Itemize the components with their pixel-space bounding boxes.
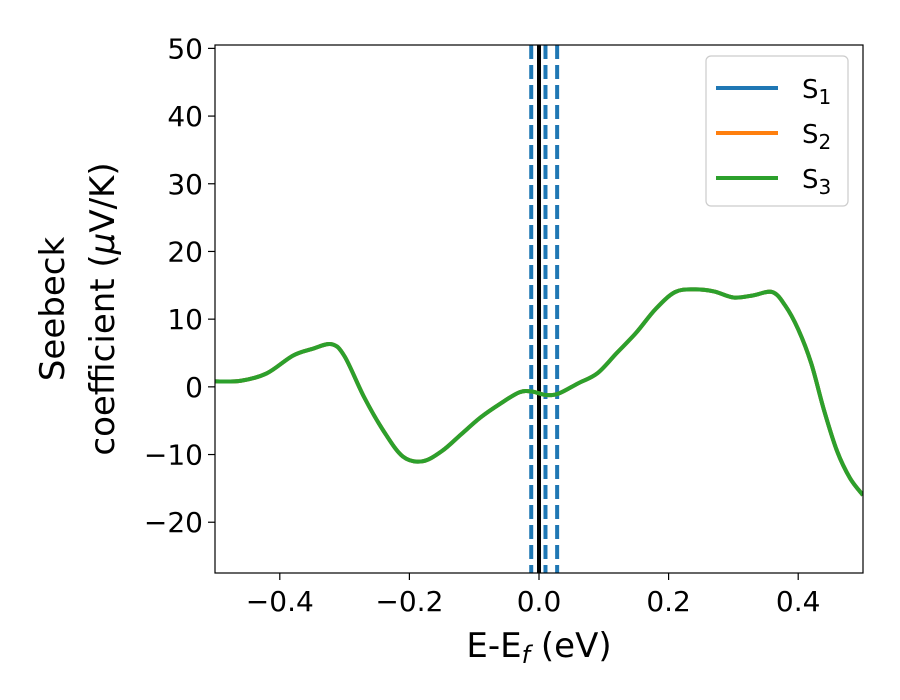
x-axis-label: E-Ef (eV) (466, 626, 611, 669)
x-tick-label: 0.2 (646, 585, 691, 618)
y-tick-label: −20 (144, 506, 203, 539)
x-tick-label: −0.2 (375, 585, 443, 618)
series-line-s3 (215, 287, 863, 497)
y-axis-label-line2-prefix: coefficient ( (83, 254, 123, 455)
legend-label-s2: S2 (802, 120, 831, 154)
y-tick-label: −10 (144, 439, 203, 472)
legend-label-s1: S1 (802, 75, 831, 109)
y-tick-label: 0 (185, 371, 203, 404)
y-tick-label: 10 (167, 303, 203, 336)
y-axis-label-line2-suffix: V/K) (83, 162, 123, 232)
y-axis-label-line2: coefficient (μV/K) (83, 162, 123, 455)
x-axis-label-main: E-E (466, 626, 521, 666)
x-tick-label: 0.4 (776, 585, 821, 618)
y-axis-label-mu: μ (83, 233, 123, 256)
y-axis-label: Seebeck coefficient (μV/K) (33, 162, 123, 455)
x-tick-label: −0.4 (246, 585, 314, 618)
y-tick-label: 50 (167, 32, 203, 65)
y-tick-label: 20 (167, 235, 203, 268)
y-axis-label-line1: Seebeck (33, 237, 73, 382)
x-tick-label: 0.0 (517, 585, 562, 618)
legend-label-s3: S3 (802, 165, 831, 199)
plot-frame (214, 44, 864, 574)
y-tick-label: 30 (167, 168, 203, 201)
y-tick-label: 40 (167, 100, 203, 133)
x-axis-label-unit: (eV) (530, 626, 612, 666)
